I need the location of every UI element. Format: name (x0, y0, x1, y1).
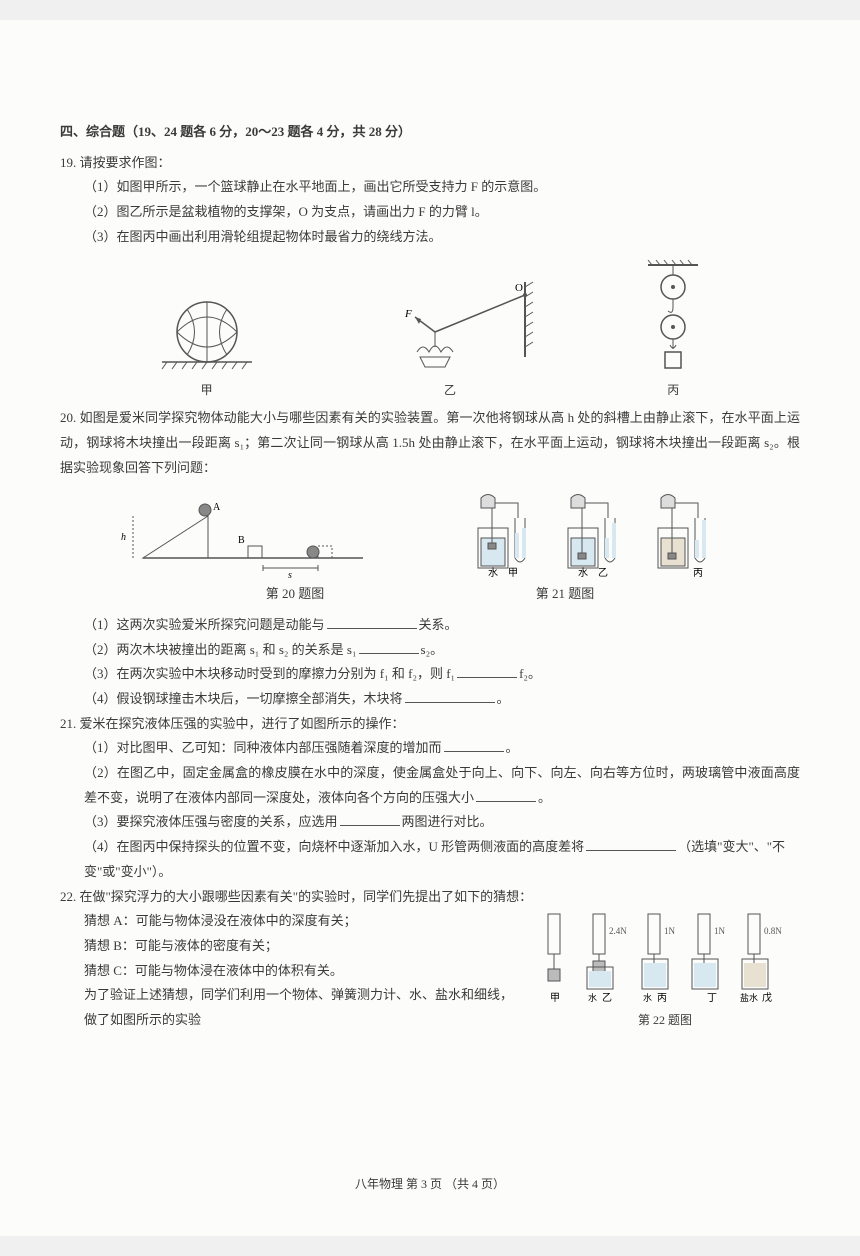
q19-F-label: F (404, 308, 412, 320)
svg-text:甲: 甲 (550, 993, 560, 1004)
blank (340, 812, 400, 826)
svg-text:B: B (238, 535, 245, 546)
q19-sub1: （1）如图甲所示，一个篮球静止在水平地面上，画出它所受支持力 F 的示意图。 (60, 175, 800, 200)
svg-text:h: h (121, 532, 126, 543)
q20-fig: A h B s (113, 498, 373, 578)
q19-label-b: 乙 (365, 379, 535, 402)
svg-text:水: 水 (643, 992, 652, 1003)
q22-guess-b: 猜想 B：可能与液体的密度有关； (60, 934, 522, 959)
question-20: 20. 如图是爱米同学探究物体动能大小与哪些因素有关的实验装置。第一次他将钢球从… (60, 406, 800, 712)
section-heading: 四、综合题（19、24 题各 6 分，20～23 题各 4 分，共 28 分） (60, 120, 800, 145)
q22-stem: 22. 在做"探究浮力的大小跟哪些因素有关"的实验时，同学们先提出了如下的猜想： (60, 885, 800, 910)
fig-captions-20-21: 第 20 题图 第 21 题图 (60, 582, 800, 607)
blank (586, 837, 676, 851)
q21-fig: 水 甲 水 乙 (468, 488, 748, 578)
q20-sub3: （3）在两次实验中木块移动时受到的摩擦力分别为 f₁ 和 f₂，则 f₁f₂。 (60, 662, 800, 687)
q20-sub4: （4）假设钢球撞击木块后，一切摩擦全部消失，木块将。 (60, 687, 800, 712)
q19-label-c: 丙 (638, 379, 708, 402)
q19-sub3: （3）在图丙中画出利用滑轮组提起物体时最省力的绕线方法。 (60, 225, 800, 250)
svg-text:2.4N: 2.4N (609, 926, 627, 936)
q19-fig-b: O F 乙 (365, 277, 535, 402)
svg-text:A: A (213, 502, 221, 513)
blank (457, 664, 517, 678)
q19-stem: 19. 请按要求作图： (60, 151, 800, 176)
svg-text:s: s (288, 570, 292, 578)
q21-sub3: （3）要探究液体压强与密度的关系，应选用两图进行对比。 (60, 810, 800, 835)
blank (359, 640, 419, 654)
q19-fig-a: 甲 (152, 287, 262, 402)
svg-text:丙: 丙 (657, 993, 667, 1004)
caption-21: 第 21 题图 (536, 582, 595, 607)
svg-text:1N: 1N (664, 926, 676, 936)
buoyancy-icon: 甲 2.4N 水 乙 1N (530, 909, 800, 1009)
svg-text:水: 水 (578, 567, 588, 578)
blank (405, 689, 495, 703)
basketball-icon (152, 287, 262, 377)
q22-caption: 第 22 题图 (530, 1009, 800, 1032)
ramp-icon: A h B s (113, 498, 373, 578)
svg-text:丙: 丙 (693, 568, 703, 578)
q20-q21-figure-row: A h B s (60, 488, 800, 578)
svg-text:盐水: 盐水 (740, 992, 758, 1003)
q19-figure-row: 甲 O F (60, 257, 800, 402)
svg-text:戊: 戊 (762, 992, 772, 1004)
q22-guess-a: 猜想 A：可能与物体浸没在液体中的深度有关； (60, 909, 522, 934)
svg-text:乙: 乙 (598, 567, 608, 578)
question-21: 21. 爱米在探究液体压强的实验中，进行了如图所示的操作： （1）对比图甲、乙可… (60, 712, 800, 885)
q19-label-a: 甲 (152, 379, 262, 402)
liquid-pressure-icon: 水 甲 水 乙 (468, 488, 748, 578)
svg-text:水: 水 (488, 567, 498, 578)
q19-fig-c: 丙 (638, 257, 708, 402)
q20-sub2: （2）两次木块被撞出的距离 s₁ 和 s₂ 的关系是 s₁s₂。 (60, 638, 800, 663)
q21-stem: 21. 爱米在探究液体压强的实验中，进行了如图所示的操作： (60, 712, 800, 737)
plant-support-icon: O F (365, 277, 535, 377)
q21-sub4: （4）在图丙中保持探头的位置不变，向烧杯中逐渐加入水，U 形管两侧液面的高度差将… (60, 835, 800, 884)
q22-figure: 甲 2.4N 水 乙 1N (530, 909, 800, 1036)
question-22: 22. 在做"探究浮力的大小跟哪些因素有关"的实验时，同学们先提出了如下的猜想：… (60, 885, 800, 1036)
q19-sub2: （2）图乙所示是盆栽植物的支撑架，O 为支点，请画出力 F 的力臂 l。 (60, 200, 800, 225)
q21-sub2: （2）在图乙中，固定金属盒的橡皮膜在水中的深度，使金属盒处于向上、向下、向左、向… (60, 761, 800, 810)
q20-sub1: （1）这两次实验爱米所探究问题是动能与关系。 (60, 613, 800, 638)
blank (327, 615, 417, 629)
svg-text:0.8N: 0.8N (764, 926, 782, 936)
svg-text:1N: 1N (714, 926, 726, 936)
pulley-icon (638, 257, 708, 377)
question-19: 19. 请按要求作图： （1）如图甲所示，一个篮球静止在水平地面上，画出它所受支… (60, 151, 800, 403)
svg-text:丁: 丁 (707, 993, 717, 1004)
q19-O-label: O (515, 282, 523, 294)
q21-sub1: （1）对比图甲、乙可知：同种液体内部压强随着深度的增加而。 (60, 736, 800, 761)
blank (444, 738, 504, 752)
exam-page: 四、综合题（19、24 题各 6 分，20～23 题各 4 分，共 28 分） … (0, 20, 860, 1236)
caption-20: 第 20 题图 (266, 582, 325, 607)
svg-text:甲: 甲 (508, 568, 518, 578)
q22-guess-c: 猜想 C：可能与物体浸在液体中的体积有关。 (60, 959, 522, 984)
svg-text:水: 水 (588, 992, 597, 1003)
q22-tail: 为了验证上述猜想，同学们利用一个物体、弹簧测力计、水、盐水和细线，做了如图所示的… (60, 983, 522, 1032)
blank (476, 788, 536, 802)
q20-stem: 20. 如图是爱米同学探究物体动能大小与哪些因素有关的实验装置。第一次他将钢球从… (60, 406, 800, 480)
svg-text:乙: 乙 (602, 992, 612, 1004)
page-footer: 八年物理 第 3 页 （共 4 页） (60, 1173, 800, 1196)
